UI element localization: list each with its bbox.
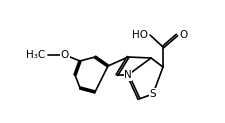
Text: HO: HO [132,30,148,40]
Text: O: O [180,30,188,40]
Text: O: O [61,50,69,60]
Text: H₃C: H₃C [26,50,45,60]
Text: S: S [150,89,156,99]
Text: N: N [124,70,132,80]
